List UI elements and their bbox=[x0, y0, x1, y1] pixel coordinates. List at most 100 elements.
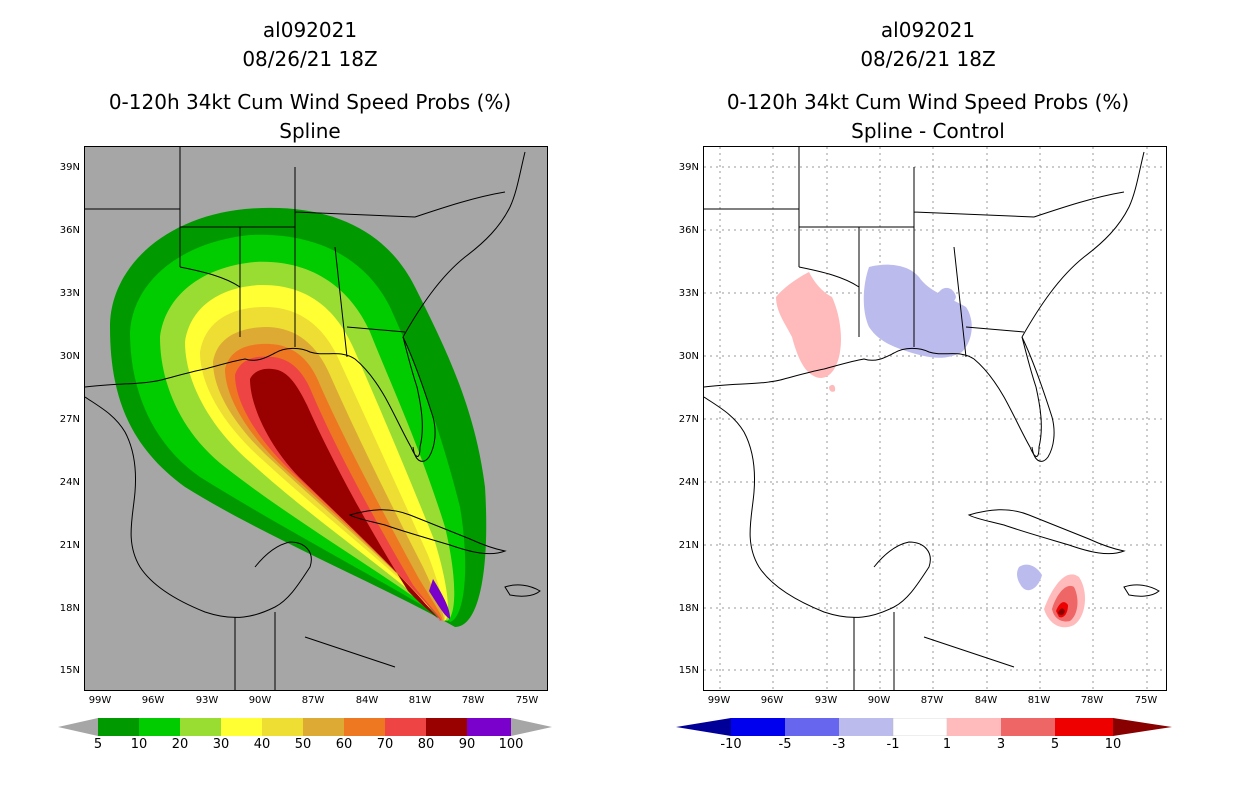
colorbar-swatch-n5-n3 bbox=[785, 718, 839, 736]
colorbar-swatch-40-50 bbox=[262, 718, 303, 736]
right-map bbox=[703, 146, 1167, 691]
left-colorbar bbox=[58, 718, 552, 736]
colorbar-swatch-n10-n5 bbox=[731, 718, 785, 736]
right-product: 0-120h 34kt Cum Wind Speed Probs (%) bbox=[726, 90, 1130, 114]
coastline-florida bbox=[402, 336, 436, 462]
colorbar-swatch-1-3 bbox=[947, 718, 1001, 736]
r-lon-label-81w: 81W bbox=[1027, 695, 1051, 706]
colorbar-swatch-30-40 bbox=[221, 718, 262, 736]
r-lat-label-18n: 18N bbox=[678, 603, 699, 614]
lon-label-87w: 87W bbox=[301, 695, 325, 706]
lat-label-27n: 27N bbox=[59, 414, 80, 425]
central-america-r bbox=[853, 612, 1015, 690]
colorbar-swatch-n1-1 bbox=[892, 718, 948, 736]
coastline-mexico bbox=[85, 396, 312, 618]
gridlines bbox=[704, 147, 1166, 690]
left-datetime: 08/26/21 18Z bbox=[242, 47, 378, 71]
lon-label-81w: 81W bbox=[408, 695, 432, 706]
hispaniola-r bbox=[1123, 584, 1160, 597]
r-cbar-label-n1: -1 bbox=[886, 737, 900, 752]
right-datetime: 08/26/21 18Z bbox=[860, 47, 996, 71]
r-lon-label-99w: 99W bbox=[707, 695, 731, 706]
colorbar-swatch-3-5 bbox=[1001, 718, 1055, 736]
r-lon-label-87w: 87W bbox=[920, 695, 944, 706]
cuba bbox=[348, 509, 507, 555]
colorbar-swatch-10-20 bbox=[139, 718, 180, 736]
coastline-gulf-r bbox=[704, 336, 1042, 457]
r-cbar-label-3: 3 bbox=[996, 737, 1006, 752]
r-cbar-label-n3: -3 bbox=[832, 737, 846, 752]
hispaniola bbox=[504, 584, 541, 597]
lat-label-33n: 33N bbox=[59, 288, 80, 299]
colorbar-swatch-5-10 bbox=[98, 718, 139, 736]
prob-contour-90 bbox=[429, 579, 451, 619]
cbar-label-60: 60 bbox=[335, 737, 353, 752]
left-storm-id: al092021 bbox=[262, 18, 358, 42]
r-lat-label-36n: 36N bbox=[678, 225, 699, 236]
r-lon-label-84w: 84W bbox=[974, 695, 998, 706]
lat-label-21n: 21N bbox=[59, 540, 80, 551]
r-cbar-label-10: 10 bbox=[1104, 737, 1122, 752]
r-lat-label-33n: 33N bbox=[678, 288, 699, 299]
r-lat-label-27n: 27N bbox=[678, 414, 699, 425]
colorbar-swatch-60-70 bbox=[344, 718, 385, 736]
colorbar-low-arrow bbox=[58, 718, 98, 736]
state-borders-r bbox=[798, 147, 1125, 358]
colorbar-swatch-5-10 bbox=[1055, 718, 1113, 736]
right-title-block: al092021 08/26/21 18Z 0-120h 34kt Cum Wi… bbox=[648, 16, 1208, 146]
lat-label-30n: 30N bbox=[59, 351, 80, 362]
colorbar-swatch-50-60 bbox=[303, 718, 344, 736]
lat-label-39n: 39N bbox=[59, 162, 80, 173]
colorbar-high-arrow-r bbox=[1113, 718, 1172, 736]
state-borders bbox=[179, 147, 506, 358]
cbar-label-70: 70 bbox=[376, 737, 394, 752]
coastline-east bbox=[402, 151, 526, 338]
cbar-label-50: 50 bbox=[294, 737, 312, 752]
r-lat-label-24n: 24N bbox=[678, 477, 699, 488]
diff-negative-gulfcoast bbox=[863, 264, 972, 358]
cbar-label-100: 100 bbox=[498, 737, 524, 752]
right-storm-id: al092021 bbox=[880, 18, 976, 42]
colorbar-swatch-20-30 bbox=[180, 718, 221, 736]
r-lon-label-78w: 78W bbox=[1080, 695, 1104, 706]
lon-label-99w: 99W bbox=[88, 695, 112, 706]
left-subtitle: Spline bbox=[279, 119, 341, 143]
lon-label-84w: 84W bbox=[355, 695, 379, 706]
r-cbar-label-n5: -5 bbox=[778, 737, 792, 752]
coastline-gulf bbox=[85, 336, 423, 457]
lon-label-93w: 93W bbox=[195, 695, 219, 706]
right-colorbar bbox=[676, 718, 1172, 736]
colorbar-swatch-80-90 bbox=[426, 718, 467, 736]
cbar-label-80: 80 bbox=[417, 737, 435, 752]
r-lon-label-75w: 75W bbox=[1134, 695, 1158, 706]
r-lat-label-39n: 39N bbox=[678, 162, 699, 173]
diff-positive-cuba-max bbox=[1058, 608, 1065, 616]
r-lat-label-21n: 21N bbox=[678, 540, 699, 551]
central-america bbox=[234, 612, 396, 690]
left-title-block: al092021 08/26/21 18Z 0-120h 34kt Cum Wi… bbox=[30, 16, 590, 146]
diff-negative-cuba bbox=[1017, 564, 1042, 591]
coastline-florida-r bbox=[1021, 336, 1055, 462]
r-lon-label-90w: 90W bbox=[867, 695, 891, 706]
colorbar-swatch-70-80 bbox=[385, 718, 426, 736]
left-product: 0-120h 34kt Cum Wind Speed Probs (%) bbox=[108, 90, 512, 114]
cbar-label-5: 5 bbox=[93, 737, 103, 752]
r-lon-label-96w: 96W bbox=[760, 695, 784, 706]
coastline-mexico-r bbox=[704, 396, 931, 618]
prob-contour-80 bbox=[250, 368, 440, 621]
lon-label-75w: 75W bbox=[515, 695, 539, 706]
cbar-label-40: 40 bbox=[253, 737, 271, 752]
diff-negative-ga bbox=[939, 287, 956, 305]
diff-positive-small bbox=[829, 384, 836, 392]
r-lat-label-30n: 30N bbox=[678, 351, 699, 362]
colorbar-high-arrow bbox=[511, 718, 552, 736]
left-map bbox=[84, 146, 548, 691]
lat-label-24n: 24N bbox=[59, 477, 80, 488]
cbar-label-20: 20 bbox=[171, 737, 189, 752]
diff-positive-texas bbox=[776, 272, 842, 378]
lat-label-18n: 18N bbox=[59, 603, 80, 614]
r-cbar-label-n10: -10 bbox=[720, 737, 742, 752]
cbar-label-90: 90 bbox=[458, 737, 476, 752]
lat-label-36n: 36N bbox=[59, 225, 80, 236]
r-lon-label-93w: 93W bbox=[814, 695, 838, 706]
